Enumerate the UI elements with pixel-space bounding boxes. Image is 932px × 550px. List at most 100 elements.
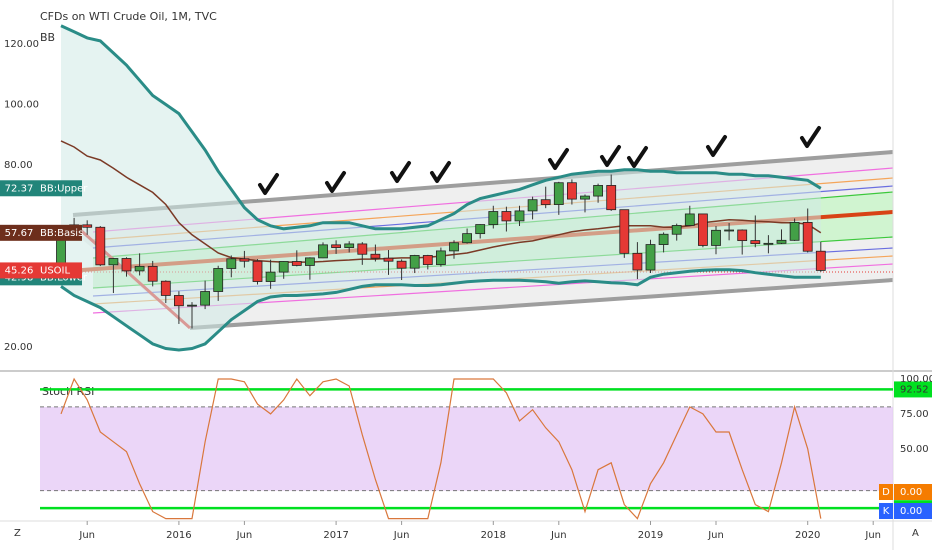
- candle-body: [488, 211, 499, 225]
- level-label-box: [894, 381, 932, 398]
- candle-body: [370, 253, 381, 259]
- price-label-value: 45.26: [5, 265, 34, 276]
- level-label: 92.52: [900, 384, 929, 395]
- channel-bottom: [189, 278, 894, 330]
- x-tick-label: Jun: [393, 530, 410, 541]
- candle-body: [252, 260, 263, 282]
- candle-body: [160, 280, 171, 296]
- x-tick-label: Jun: [707, 530, 724, 541]
- candle-body: [763, 242, 774, 245]
- chart-title: CFDs on WTI Crude Oil, 1M, TVC: [40, 10, 217, 23]
- current-name: D: [882, 487, 890, 498]
- candle-body: [200, 291, 211, 306]
- x-tick-label: Jun: [236, 530, 253, 541]
- candle-body: [121, 258, 132, 272]
- current-value-box: [894, 503, 932, 519]
- bb-line: [60, 268, 821, 352]
- current-name: K: [883, 506, 890, 517]
- price-label-name-box: [38, 180, 82, 197]
- bb-fill: [61, 25, 821, 351]
- toolbar-left[interactable]: Z: [14, 528, 21, 539]
- candle-body: [684, 213, 695, 226]
- candle-body: [409, 255, 420, 269]
- stoch-line: [60, 377, 822, 520]
- candle-body: [606, 185, 617, 211]
- candle-body: [671, 225, 682, 235]
- candle-body: [396, 260, 407, 269]
- candle-body: [527, 199, 538, 212]
- toolbar-right[interactable]: A: [912, 528, 919, 539]
- candle-body: [318, 244, 328, 259]
- checkmark: [390, 161, 411, 183]
- candle-body: [462, 233, 473, 244]
- candle-body: [265, 271, 276, 282]
- x-tick-label: Jun: [550, 530, 567, 541]
- candle-body: [278, 261, 289, 273]
- current-value-box: [894, 484, 932, 500]
- candle-body: [291, 261, 302, 266]
- price-label-value: 72.37: [5, 183, 34, 194]
- candle-body: [226, 258, 237, 269]
- stoch-band: [40, 406, 893, 491]
- candle-body: [815, 250, 826, 271]
- candle-body: [567, 182, 577, 200]
- candle-body: [580, 195, 590, 200]
- price-label-box: [0, 262, 38, 279]
- candle-body: [449, 242, 459, 252]
- candle-body: [593, 185, 603, 197]
- x-tick-label: Jun: [78, 530, 95, 541]
- candle-body: [344, 243, 355, 248]
- candle-body: [750, 240, 761, 245]
- candle-body: [108, 258, 119, 266]
- candle-body: [147, 265, 158, 282]
- price-label-box: [0, 224, 38, 241]
- candle-body: [553, 182, 564, 205]
- x-tick-label: 2019: [638, 530, 663, 541]
- candle-body: [789, 222, 800, 241]
- y-tick-label: 100.00: [4, 100, 39, 111]
- price-label-name: BB:Basis: [40, 228, 83, 239]
- candle-body: [435, 250, 446, 265]
- candle-body: [632, 252, 643, 271]
- candle-body: [134, 265, 145, 272]
- bb-line: [60, 24, 822, 231]
- candle-body: [475, 224, 486, 235]
- candle-body: [698, 213, 708, 246]
- current-value: 0.00: [900, 487, 922, 498]
- price-label-name-box: [38, 262, 82, 279]
- x-tick-label: Jun: [864, 530, 881, 541]
- candle-body: [82, 224, 93, 228]
- candle-body: [304, 257, 315, 266]
- price-label-box: [0, 180, 38, 197]
- x-tick-label: 2016: [166, 530, 191, 541]
- candle-body: [737, 229, 748, 242]
- checkmark: [430, 161, 451, 183]
- y-tick-label: 75.00: [900, 409, 929, 420]
- price-label-name: USOIL: [40, 265, 70, 276]
- candle-body: [540, 199, 551, 205]
- y-tick-label: 100.00: [900, 374, 932, 385]
- price-label-name: BB:Upper: [40, 183, 88, 194]
- checkmark: [258, 173, 279, 195]
- candle-body: [514, 210, 525, 222]
- candle-body: [383, 257, 394, 262]
- candle-body: [173, 295, 184, 307]
- candle-body: [331, 244, 342, 248]
- candle-body: [724, 229, 734, 232]
- indicator-name: BB: [40, 31, 55, 44]
- current-name-box: [879, 503, 893, 519]
- candle-body: [802, 222, 813, 252]
- x-tick-label: 2018: [481, 530, 506, 541]
- candle-body: [95, 226, 106, 266]
- y-tick-label: 20.00: [4, 342, 33, 353]
- x-tick-label: 2017: [323, 530, 348, 541]
- candle-body: [711, 229, 721, 246]
- candle-body: [619, 209, 630, 254]
- current-name-box: [879, 484, 893, 500]
- x-tick-label: 2020: [795, 530, 820, 541]
- candle-body: [357, 243, 368, 255]
- checkmark: [706, 135, 727, 157]
- candle-body: [658, 233, 669, 245]
- candle-body: [645, 244, 656, 271]
